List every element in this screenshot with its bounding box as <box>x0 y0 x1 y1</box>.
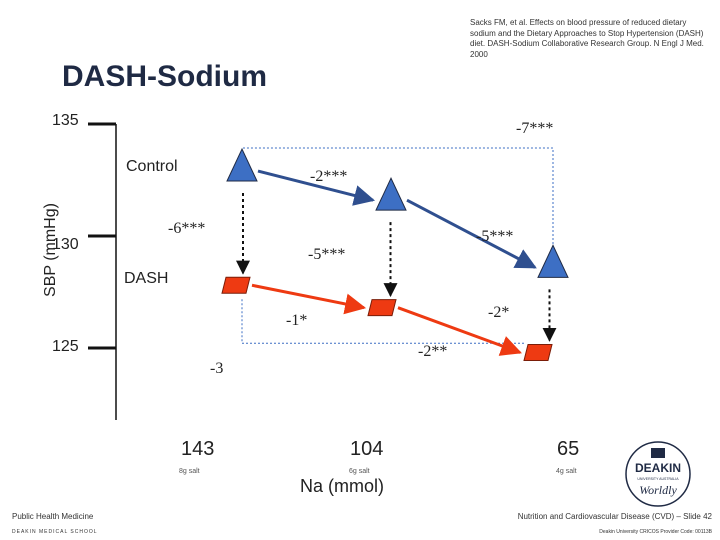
x-category-label: 143 <box>181 438 215 460</box>
control-data-point <box>537 244 569 278</box>
x-axis-label: Na (mmol) <box>300 476 384 496</box>
footer-department: Public Health Medicine <box>12 512 94 521</box>
logo-tagline: Worldly <box>639 483 677 497</box>
series-label-dash: DASH <box>124 270 169 287</box>
dash-line-segment <box>397 306 522 356</box>
control-data-point <box>375 176 407 211</box>
dash-data-point <box>523 343 553 361</box>
control-line-segment <box>406 198 537 269</box>
x-category-sublabel: 8g salt <box>179 468 200 475</box>
control-data-point <box>226 147 258 182</box>
dash-data-point <box>221 276 251 294</box>
annotation-control-drop-1: -2*** <box>310 168 348 185</box>
axes <box>88 122 117 420</box>
series-label-control: Control <box>126 158 178 175</box>
x-category-label: 65 <box>557 438 580 460</box>
citation-text: Sacks FM, et al. Effects on blood pressu… <box>470 18 704 59</box>
annotation-dash-drop-1: -1* <box>286 312 308 329</box>
dash-line-segment <box>251 283 367 315</box>
y-tick-label: 125 <box>52 338 79 355</box>
footer-school: DEAKIN MEDICAL SCHOOL <box>12 529 98 535</box>
annotation-control-total: -7*** <box>516 120 554 137</box>
logo-sub: UNIVERSITY AUSTRALIA <box>637 477 679 481</box>
annotation-control-drop-2: -5*** <box>476 228 514 245</box>
deakin-logo-icon: DEAKIN UNIVERSITY AUSTRALIA Worldly <box>625 441 691 507</box>
annotation-diet-diff-143: -6*** <box>168 220 206 237</box>
chart-title: DASH-Sodium <box>62 60 267 93</box>
y-tick-label: 135 <box>52 112 79 129</box>
connector-lines <box>236 147 557 344</box>
footer-cricos: Deakin University CRICOS Provider Code: … <box>599 529 712 535</box>
dash-data-point <box>367 299 397 317</box>
control-line-segment <box>257 169 376 206</box>
series-lines <box>251 169 537 356</box>
x-category-sublabel: 4g salt <box>556 468 577 475</box>
x-category-sublabel: 6g salt <box>349 468 370 475</box>
dash-total-bracket <box>241 299 526 344</box>
footer-slide-info: Nutrition and Cardiovascular Disease (CV… <box>517 512 712 521</box>
annotation-diet-diff-65: -2* <box>488 304 510 321</box>
series-markers <box>221 147 569 361</box>
annotation-diet-diff-104: -5*** <box>308 246 346 263</box>
annotation-dash-drop-2: -2** <box>418 343 448 360</box>
y-tick-label: 130 <box>52 236 79 253</box>
annotation-dash-total: -3 <box>210 360 224 377</box>
logo-name: DEAKIN <box>635 461 681 475</box>
x-category-label: 104 <box>350 438 384 460</box>
